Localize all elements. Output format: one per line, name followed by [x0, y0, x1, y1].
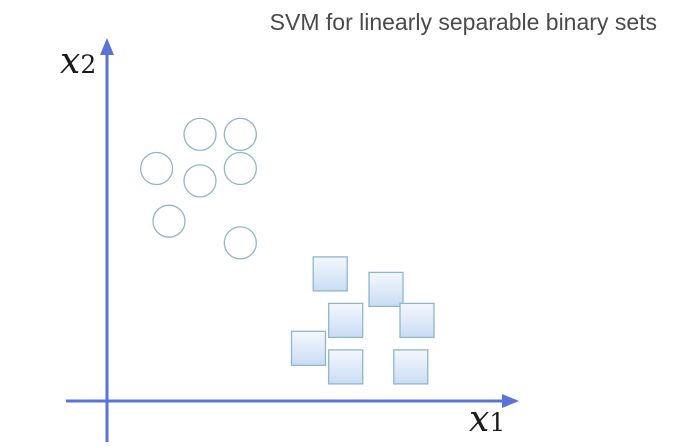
y-axis-arrowhead [100, 38, 114, 55]
square-point-7 [393, 349, 429, 385]
y-axis-label-sub: 2 [80, 50, 97, 79]
class-squares [290, 256, 435, 385]
square-point-3 [328, 302, 364, 339]
circle-point-1 [183, 117, 217, 152]
circle-point-6 [152, 204, 186, 238]
y-axis-label-var: x [60, 41, 81, 82]
circle-point-5 [223, 151, 257, 186]
class-circles [139, 117, 257, 260]
diagram-title: SVM for linearly separable binary sets [269, 9, 657, 35]
square-point-4 [399, 302, 435, 339]
circle-point-2 [223, 117, 257, 152]
circle-point-3 [139, 151, 174, 186]
x-axis-arrowhead [502, 394, 519, 408]
x-axis-label-var: x [469, 399, 490, 440]
y-axis-label: x2 [60, 44, 96, 80]
square-point-1 [312, 256, 348, 292]
x-axis-label: x1 [469, 402, 505, 438]
circle-point-4 [183, 164, 217, 198]
square-point-6 [328, 349, 364, 385]
square-point-5 [290, 330, 327, 366]
square-point-2 [368, 271, 404, 308]
x-axis-label-sub: 1 [489, 408, 506, 437]
circle-point-7 [223, 226, 257, 260]
